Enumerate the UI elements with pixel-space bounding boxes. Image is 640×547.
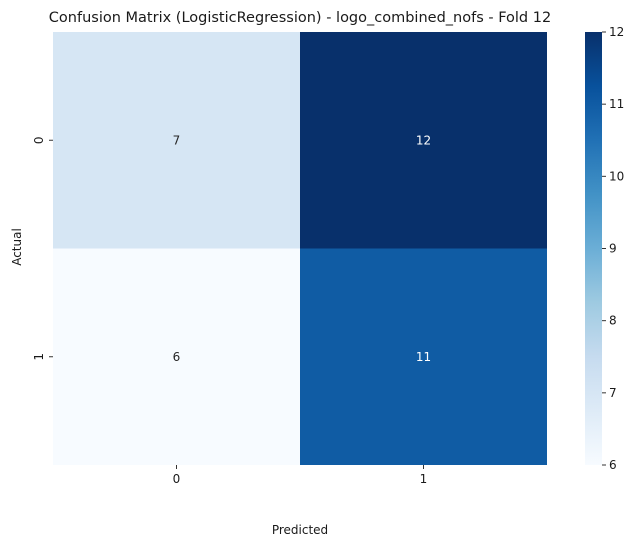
colorbar-tick-label-3: 9: [609, 242, 617, 256]
y-axis-label: Actual: [10, 228, 24, 266]
heatmap-cell-labels: 7 12 6 11: [173, 133, 431, 364]
x-axis-label: Predicted: [272, 523, 328, 537]
colorbar-tick-label-5: 11: [609, 97, 624, 111]
y-axis-ticks: 01: [32, 136, 53, 361]
y-tick-label-1: 1: [32, 353, 46, 361]
heatmap-cell-0-0: [53, 32, 300, 249]
cell-value-label-0-1: 12: [416, 133, 431, 147]
colorbar-tick-label-0: 6: [609, 458, 617, 472]
colorbar: [585, 32, 602, 465]
cell-value-label-1-1: 11: [416, 350, 431, 364]
colorbar-tick-label-4: 10: [609, 169, 624, 183]
cell-value-label-1-0: 6: [173, 350, 181, 364]
x-tick-label-0: 0: [173, 472, 181, 486]
x-tick-label-1: 1: [420, 472, 428, 486]
colorbar-tick-label-1: 7: [609, 386, 617, 400]
heatmap-cell-0-1: [300, 32, 547, 249]
heatmap-cell-1-0: [53, 248, 300, 465]
colorbar-tick-label-6: 12: [609, 25, 624, 39]
colorbar-tick-label-2: 8: [609, 314, 617, 328]
cell-value-label-0-0: 7: [173, 133, 181, 147]
y-tick-label-0: 0: [32, 136, 46, 144]
chart-title: Confusion Matrix (LogisticRegression) - …: [49, 10, 551, 26]
heatmap-cell-1-1: [300, 248, 547, 465]
colorbar-ticks: 6 7 8 9 10 11 12: [602, 25, 624, 472]
heatmap-cells: [53, 32, 547, 465]
